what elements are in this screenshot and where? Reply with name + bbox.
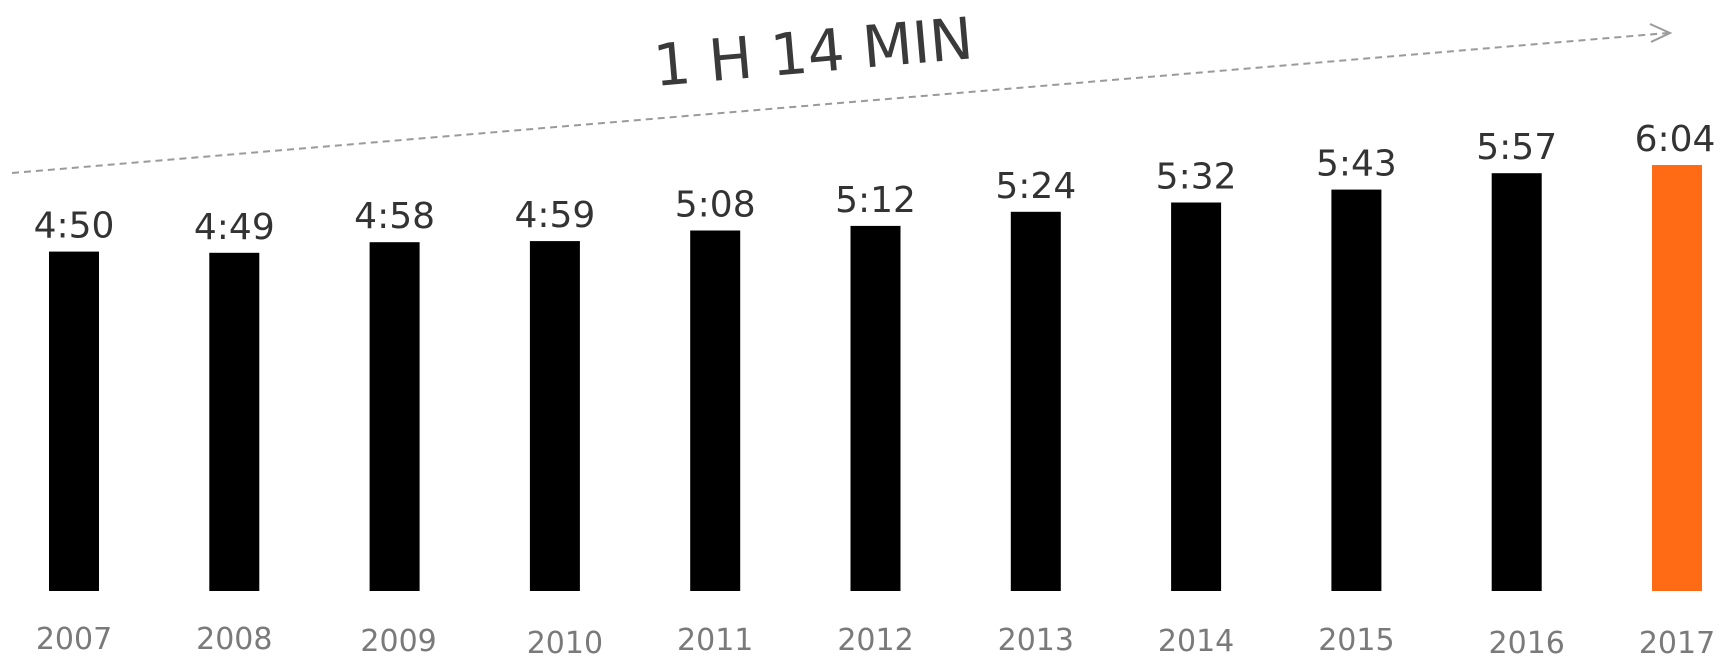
trend-annotation-label: 1 H 14 MIN — [651, 4, 976, 100]
x-axis-year-label: 2009 — [360, 624, 436, 658]
x-axis-year-label: 2013 — [998, 623, 1074, 658]
bar-value-label: 4:50 — [34, 206, 115, 247]
bar — [850, 225, 901, 591]
bar — [1010, 211, 1061, 592]
bar — [49, 251, 99, 591]
bar-value-label: 5:24 — [995, 166, 1076, 207]
bar-value-label: 5:43 — [1316, 144, 1397, 185]
bar-value-label: 4:59 — [514, 195, 595, 236]
arrow-head-icon — [1649, 23, 1673, 43]
bar — [1171, 202, 1222, 591]
x-axis-year-label: 2016 — [1489, 626, 1565, 658]
bars-group — [49, 165, 1702, 592]
x-axis-year-label: 2010 — [527, 626, 603, 658]
bar-highlighted — [1652, 165, 1702, 591]
bar — [1491, 173, 1542, 591]
bar — [1331, 189, 1382, 591]
x-axis-year-label: 2008 — [196, 622, 272, 657]
x-axis-year-label: 2017 — [1639, 626, 1715, 658]
bar-value-label: 5:08 — [675, 185, 756, 226]
year-labels-group: 2007 2008 2009 2010 2011 2012 2013 2014 2015 2016… — [36, 622, 1715, 658]
trend-annotation: 1 H 14 MIN — [11, 4, 1673, 174]
bar-value-label: 5:57 — [1476, 127, 1557, 168]
bar — [209, 252, 260, 592]
trend-arrow-line — [11, 32, 1669, 174]
x-axis-year-label: 2012 — [837, 623, 913, 658]
x-axis-year-label: 2011 — [677, 623, 753, 658]
bar-value-label: 4:49 — [194, 207, 275, 248]
bar — [529, 241, 580, 591]
bar-value-label: 4:58 — [354, 196, 435, 237]
x-axis-year-label: 2007 — [36, 622, 112, 657]
bar — [369, 242, 420, 591]
bar-value-label: 5:32 — [1156, 157, 1237, 198]
x-axis-year-label: 2015 — [1318, 623, 1394, 658]
bar — [690, 230, 741, 591]
bar-value-label: 6:04 — [1635, 119, 1716, 160]
x-axis-year-label: 2014 — [1158, 624, 1234, 658]
value-labels-group: 4:50 4:49 4:58 4:59 5:08 5:12 5:24 5:32 5:43 5:57… — [34, 119, 1716, 248]
bar-value-label: 5:12 — [835, 180, 916, 221]
